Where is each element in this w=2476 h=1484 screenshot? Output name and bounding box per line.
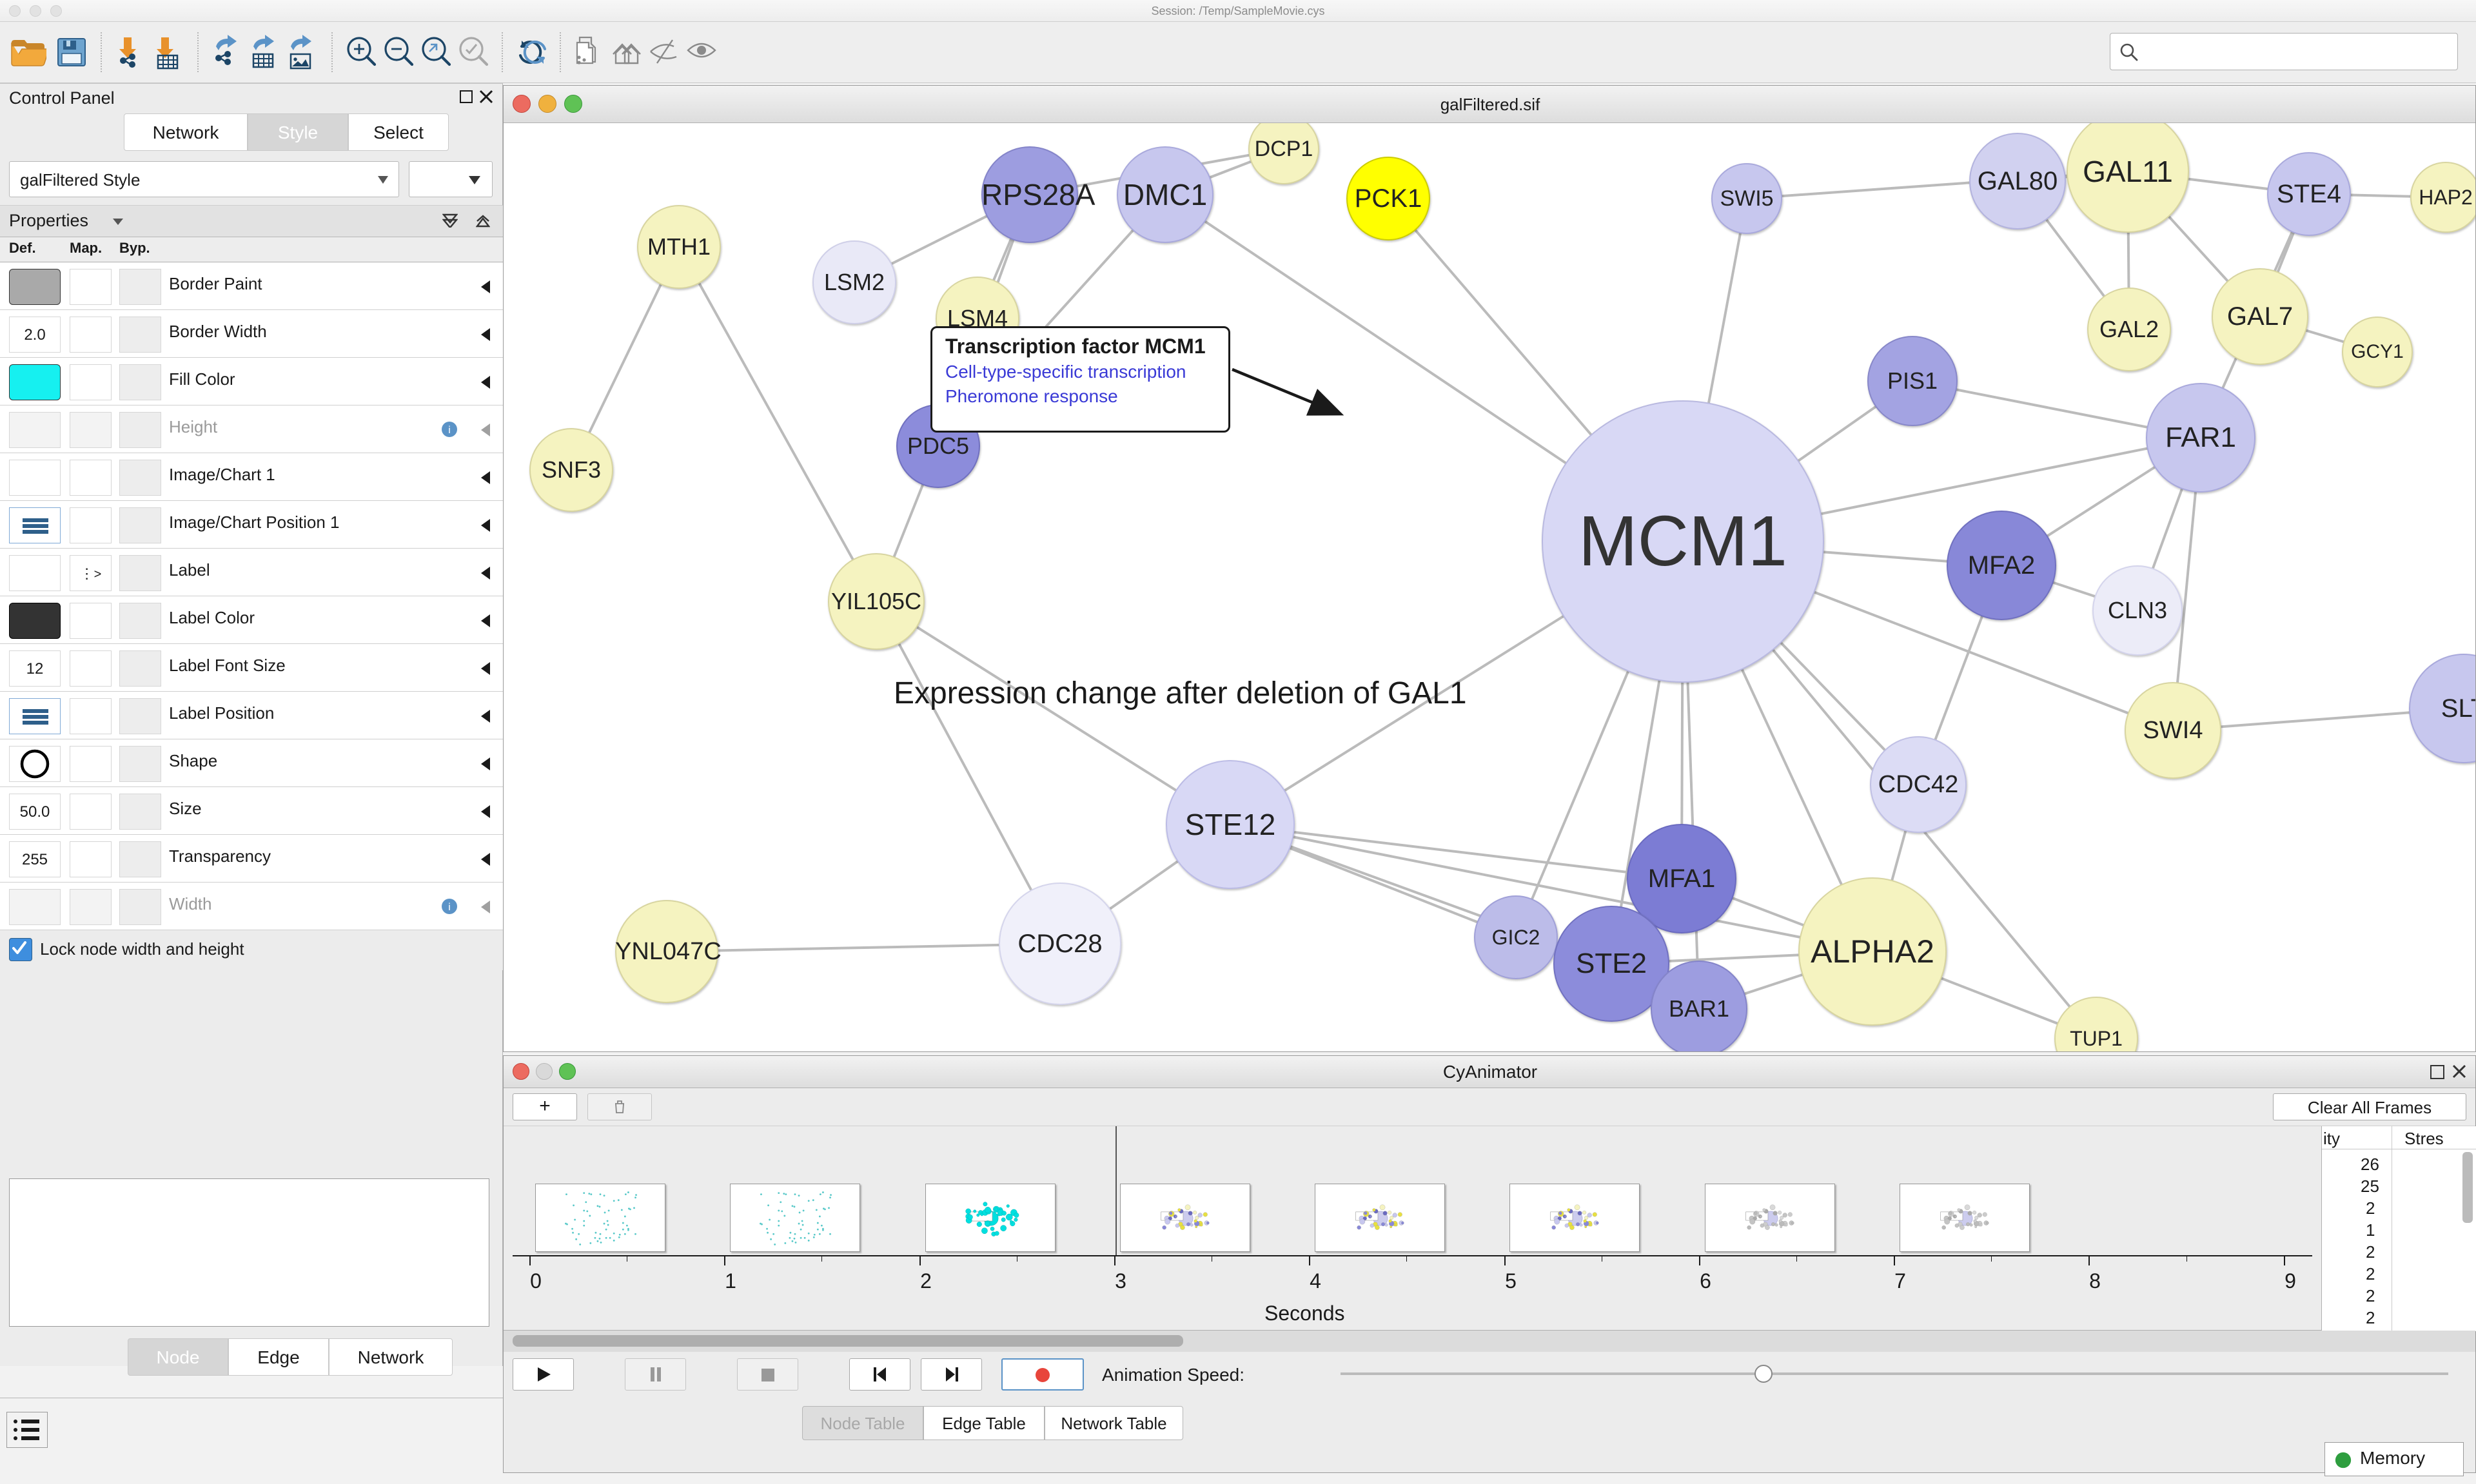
svg-text:i: i — [448, 902, 451, 913]
svg-text:i: i — [448, 425, 451, 436]
